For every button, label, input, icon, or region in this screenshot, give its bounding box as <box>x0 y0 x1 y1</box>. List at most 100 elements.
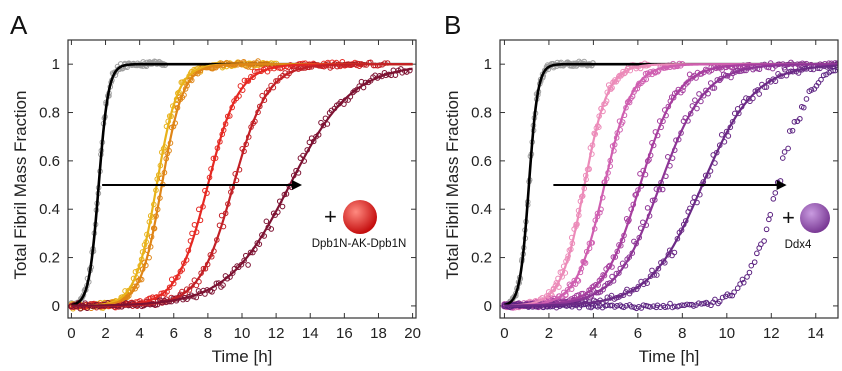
y-tick-label: 0.8 <box>39 105 60 122</box>
data-point <box>808 87 815 93</box>
data-point <box>585 304 592 310</box>
data-point <box>241 257 247 264</box>
data-point <box>767 211 774 218</box>
data-point <box>785 145 791 152</box>
series-points <box>68 58 169 309</box>
y-tick-label: 0.8 <box>471 105 492 122</box>
data-point <box>166 284 173 291</box>
data-point <box>679 302 685 309</box>
data-point <box>718 131 725 138</box>
data-point <box>719 294 726 301</box>
protein-label: Ddx4 <box>785 239 812 251</box>
x-tick-label: 4 <box>135 325 143 342</box>
data-point <box>716 298 723 305</box>
data-point <box>740 279 747 286</box>
data-point <box>763 226 770 233</box>
x-tick-label: 2 <box>101 325 109 342</box>
protein-bead-icon <box>800 203 830 233</box>
plot-area <box>68 58 413 312</box>
plot-frame <box>67 39 417 319</box>
y-tick-label: 0.4 <box>39 201 60 218</box>
data-point <box>779 155 786 161</box>
data-point <box>786 128 793 134</box>
data-point <box>575 278 582 284</box>
data-point <box>667 300 673 307</box>
x-tick-label: 0 <box>67 325 75 342</box>
data-point <box>712 296 718 303</box>
data-point <box>766 216 772 223</box>
data-point <box>695 300 702 306</box>
y-tick-label: 1 <box>52 56 60 73</box>
data-point <box>734 285 741 291</box>
data-point <box>703 299 710 306</box>
y-tick-label: 0.2 <box>39 250 60 267</box>
x-axis-label: Time [h] <box>212 347 273 366</box>
x-tick-label: 12 <box>763 325 780 342</box>
data-point <box>797 115 803 122</box>
data-point <box>748 262 755 269</box>
data-point <box>268 226 275 232</box>
data-point <box>647 304 653 310</box>
x-tick-label: 8 <box>678 325 686 342</box>
y-tick-label: 0.2 <box>471 250 492 267</box>
data-point <box>789 127 796 134</box>
panel-label: A <box>10 10 28 40</box>
data-point <box>820 72 827 79</box>
data-point <box>791 119 798 125</box>
y-tick-label: 0.6 <box>471 153 492 170</box>
data-point <box>756 91 763 97</box>
data-point <box>761 238 767 244</box>
data-point <box>800 104 807 111</box>
data-point <box>696 91 702 97</box>
data-point <box>803 96 810 102</box>
data-point <box>245 262 251 268</box>
data-point <box>744 274 750 280</box>
y-tick-label: 0.6 <box>39 153 60 170</box>
data-point <box>650 303 657 309</box>
x-tick-label: 16 <box>336 325 353 342</box>
data-point <box>259 92 265 99</box>
chart-panel-b: 0 2 4 6 8 10 12 14 0 0.2 0.4 0.6 0.8 1 + Ddx4 Time [h] To… <box>443 10 839 366</box>
x-tick-label: 12 <box>268 325 285 342</box>
plus-sign: + <box>782 205 795 230</box>
data-point <box>698 301 705 307</box>
x-tick-label: 14 <box>302 325 319 342</box>
x-tick-label: 2 <box>545 325 553 342</box>
series-points <box>68 66 413 312</box>
y-tick-label: 1 <box>484 56 492 73</box>
x-tick-label: 20 <box>404 325 421 342</box>
data-point <box>830 67 836 74</box>
data-point <box>245 78 252 84</box>
data-point <box>763 84 770 90</box>
x-tick-label: 8 <box>204 325 212 342</box>
x-tick-label: 0 <box>500 325 508 342</box>
x-tick-label: 10 <box>234 325 251 342</box>
data-point <box>588 304 594 311</box>
chart-panel-a: 0 2 4 6 8 10 12 14 16 18 20 0 0.2 0.4 0.6 0.8 1 + Dpb1N-AK… <box>10 10 421 366</box>
y-tick-label: 0 <box>52 298 60 315</box>
fit-line <box>71 67 413 307</box>
data-point <box>818 76 824 83</box>
data-point <box>637 171 643 177</box>
data-point <box>727 292 733 299</box>
data-point <box>743 95 749 101</box>
data-point <box>711 85 718 91</box>
data-point <box>644 205 651 211</box>
data-point <box>589 303 596 309</box>
data-point <box>279 203 286 210</box>
data-point <box>274 78 281 84</box>
data-point <box>746 95 752 102</box>
data-point <box>680 87 686 94</box>
data-point <box>754 250 760 257</box>
fit-line <box>504 63 838 307</box>
data-point <box>654 272 660 278</box>
data-point <box>220 282 226 288</box>
y-tick-label: 0.4 <box>471 201 492 218</box>
plot-area <box>501 58 838 312</box>
data-point <box>758 241 764 248</box>
y-axis-label: Total Fibril Mass Fraction <box>443 91 462 280</box>
data-point <box>676 303 682 309</box>
data-point <box>241 77 248 84</box>
data-point <box>649 267 655 274</box>
